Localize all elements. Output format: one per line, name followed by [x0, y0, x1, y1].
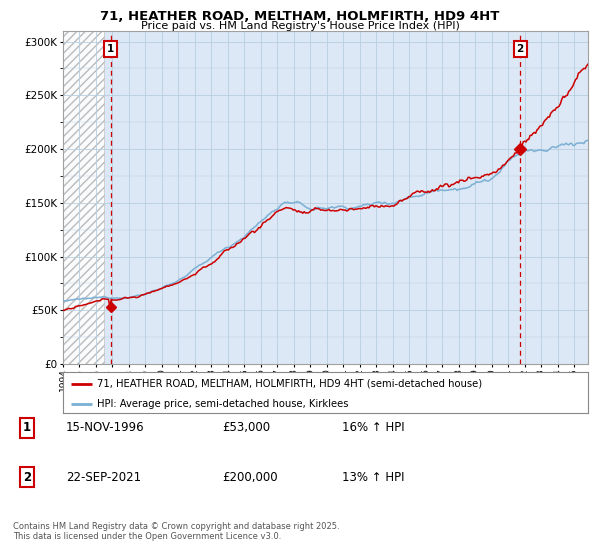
Text: 71, HEATHER ROAD, MELTHAM, HOLMFIRTH, HD9 4HT (semi-detached house): 71, HEATHER ROAD, MELTHAM, HOLMFIRTH, HD… — [97, 379, 482, 389]
Text: 1: 1 — [107, 44, 114, 54]
Text: 15-NOV-1996: 15-NOV-1996 — [66, 421, 145, 435]
Text: 1: 1 — [23, 421, 31, 435]
Text: 16% ↑ HPI: 16% ↑ HPI — [342, 421, 404, 435]
Text: 2: 2 — [23, 470, 31, 484]
Bar — [63, 31, 104, 364]
Text: HPI: Average price, semi-detached house, Kirklees: HPI: Average price, semi-detached house,… — [97, 399, 349, 409]
Text: Price paid vs. HM Land Registry's House Price Index (HPI): Price paid vs. HM Land Registry's House … — [140, 21, 460, 31]
Text: Contains HM Land Registry data © Crown copyright and database right 2025.
This d: Contains HM Land Registry data © Crown c… — [13, 522, 340, 542]
Text: £53,000: £53,000 — [222, 421, 270, 435]
Text: 13% ↑ HPI: 13% ↑ HPI — [342, 470, 404, 484]
Text: 2: 2 — [517, 44, 524, 54]
Text: 22-SEP-2021: 22-SEP-2021 — [66, 470, 141, 484]
Text: £200,000: £200,000 — [222, 470, 278, 484]
Text: 71, HEATHER ROAD, MELTHAM, HOLMFIRTH, HD9 4HT: 71, HEATHER ROAD, MELTHAM, HOLMFIRTH, HD… — [100, 10, 500, 22]
